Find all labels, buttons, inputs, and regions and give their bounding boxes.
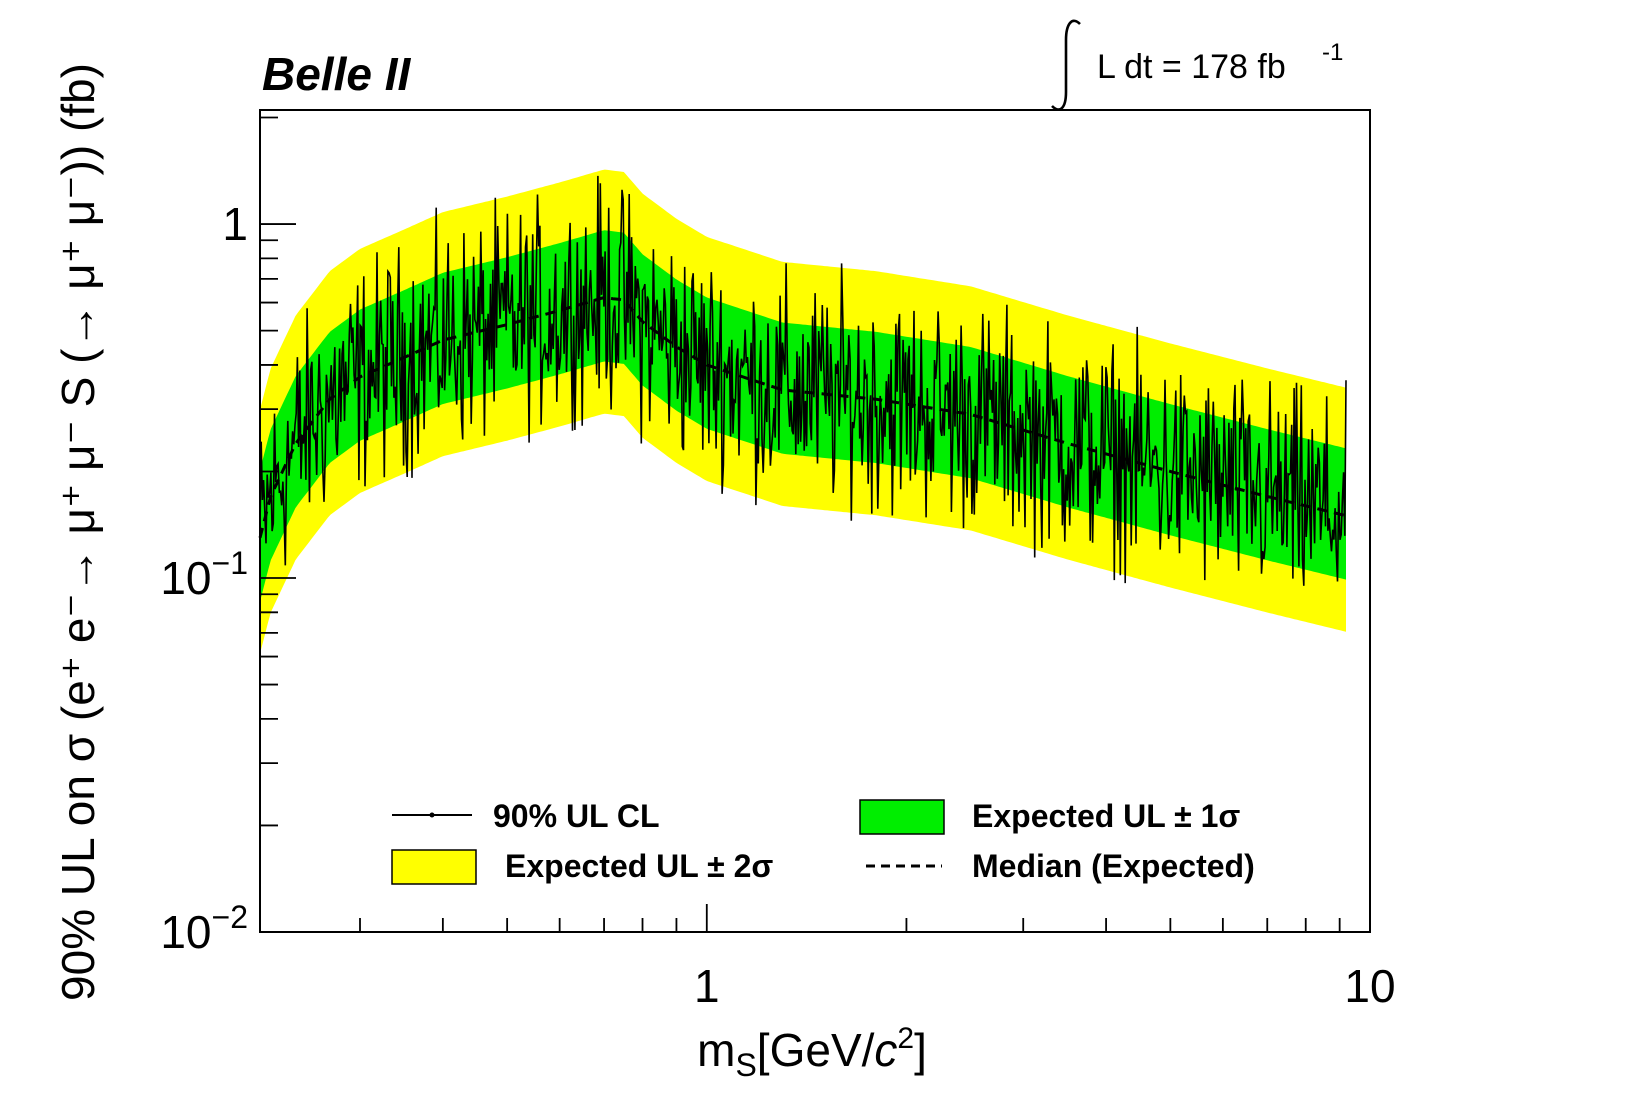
y-tick-label: 10−1 — [160, 545, 248, 604]
legend-observed-label: 90% UL CL — [493, 798, 660, 834]
plot-frame — [259, 109, 1371, 933]
legend-item-median: Median (Expected) — [866, 848, 1255, 884]
legend-median-label: Median (Expected) — [972, 848, 1255, 884]
y-tick-label: 10−2 — [160, 899, 248, 958]
legend-item-band1: Expected UL ± 1σ — [859, 798, 1240, 835]
legend-band2-swatch — [391, 849, 477, 885]
integral-sign-icon — [1051, 19, 1081, 111]
legend-item-observed: 90% UL CL — [392, 798, 660, 834]
ticks-layer — [260, 116, 1371, 933]
luminosity-exponent: -1 — [1322, 39, 1343, 66]
y-tick-label: 1 — [222, 198, 248, 250]
legend-band2-label: Expected UL ± 2σ — [505, 848, 773, 884]
observed-ul-line — [259, 175, 1347, 586]
legend-item-band2: Expected UL ± 2σ — [391, 848, 773, 885]
luminosity-text: L dt = 178 fb — [1097, 48, 1286, 86]
x-axis-title: mS[GeV/c2] — [697, 1022, 927, 1083]
luminosity-label: L dt = 178 fb -1 — [1051, 19, 1343, 111]
curves-layer — [258, 175, 1347, 586]
y-axis-title: 90% UL on σ (e⁺ e⁻→ μ⁺ μ⁻ S (→ μ⁺ μ⁻)) (… — [52, 63, 104, 1001]
legend-band1-label: Expected UL ± 1σ — [972, 798, 1240, 834]
legend: 90% UL CL Expected UL ± 1σ Expected UL ±… — [391, 798, 1255, 885]
tick-labels-layer: 1 10 1 10−1 10−2 — [160, 198, 1395, 1012]
x-tick-label: 10 — [1344, 960, 1395, 1012]
x-tick-label: 1 — [694, 960, 720, 1012]
experiment-label: Belle II — [262, 48, 412, 100]
legend-band1-swatch — [859, 799, 945, 835]
